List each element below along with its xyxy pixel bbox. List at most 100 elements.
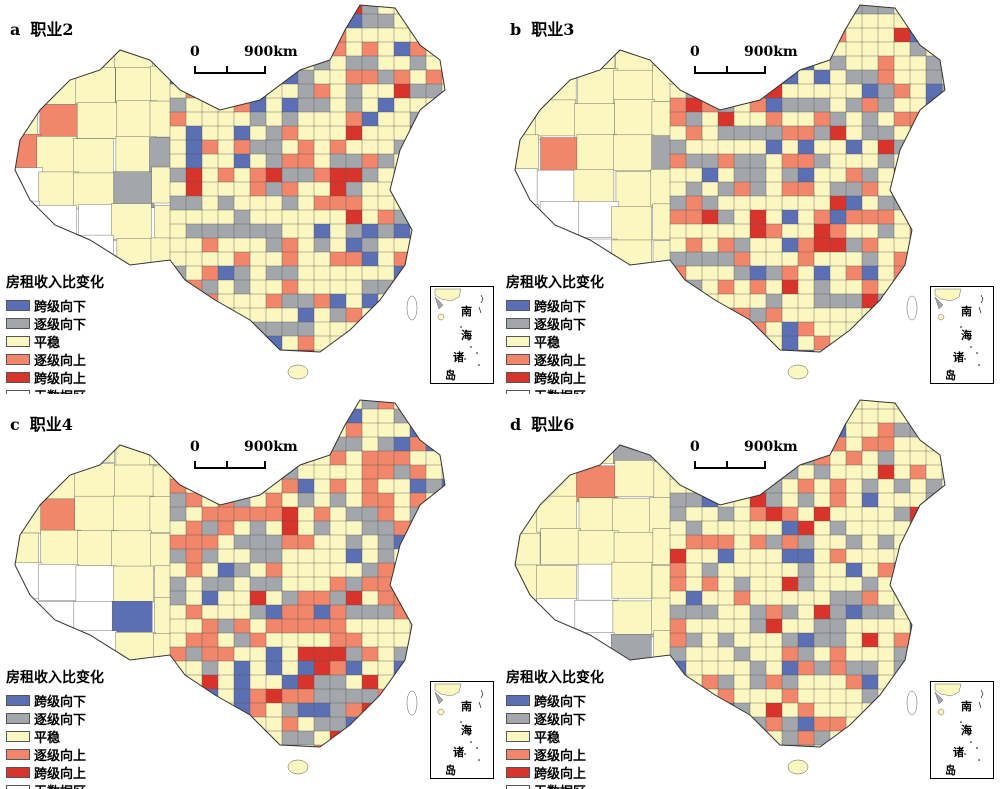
legend-label: 跨级向上 xyxy=(34,371,87,387)
legend-swatch xyxy=(6,299,30,311)
taiwan-island xyxy=(406,690,418,716)
legend-label: 逐级向下 xyxy=(534,712,587,728)
legend-item: 逐级向上 xyxy=(506,745,604,764)
legend-swatch xyxy=(6,353,30,365)
legend-item: 逐级向上 xyxy=(506,350,604,369)
legend-label: 逐级向下 xyxy=(34,317,87,333)
legend-swatch xyxy=(6,712,30,724)
legend-item: 跨级向上 xyxy=(506,368,604,387)
panel-title: b 职业3 xyxy=(510,20,575,39)
legend-swatch xyxy=(506,712,530,724)
choropleth-map xyxy=(514,399,946,775)
legend-item: 无数据区 xyxy=(6,781,104,789)
legend-item: 平稳 xyxy=(6,727,104,746)
scale-bar: 0 900km xyxy=(190,439,310,469)
south-china-sea-inset: 南 海 诸 岛 xyxy=(430,681,494,779)
legend-swatch xyxy=(506,371,530,383)
legend-label: 跨级向下 xyxy=(534,299,587,315)
legend-swatch xyxy=(6,389,30,394)
legend-label: 无数据区 xyxy=(34,386,86,395)
scale-bar: 0 900km xyxy=(190,44,310,74)
legend-title: 房租收入比变化 xyxy=(6,670,104,686)
legend-swatch xyxy=(6,730,30,742)
legend-label: 平稳 xyxy=(534,335,561,351)
legend-label: 逐级向下 xyxy=(534,317,587,333)
legend-label: 逐级向上 xyxy=(534,748,587,764)
legend-label: 无数据区 xyxy=(534,781,586,789)
legend-item: 平稳 xyxy=(6,332,104,351)
scale-bar: 0 900km xyxy=(690,439,810,469)
choropleth-map xyxy=(514,4,946,380)
legend-title: 房租收入比变化 xyxy=(506,670,604,686)
south-china-sea-inset: 南 海 诸 岛 xyxy=(430,286,494,384)
choropleth-map xyxy=(14,4,446,380)
country-outline xyxy=(14,399,446,748)
legend-item: 逐级向下 xyxy=(6,709,104,728)
legend-swatch xyxy=(506,694,530,706)
legend-item: 跨级向上 xyxy=(506,763,604,782)
legend-label: 跨级向上 xyxy=(34,766,87,782)
panel-title: c 职业4 xyxy=(10,415,73,434)
legend-label: 平稳 xyxy=(534,730,561,746)
legend-swatch xyxy=(506,335,530,347)
south-china-sea-inset: 南 海 诸 岛 xyxy=(930,681,994,779)
country-outline xyxy=(514,399,946,748)
legend-item: 跨级向下 xyxy=(6,296,104,315)
legend-item: 逐级向下 xyxy=(506,314,604,333)
legend-swatch xyxy=(6,748,30,760)
legend-label: 跨级向上 xyxy=(534,766,587,782)
legend-item: 逐级向下 xyxy=(6,314,104,333)
country-outline xyxy=(514,4,946,353)
legend-label: 跨级向下 xyxy=(34,694,87,710)
legend-swatch xyxy=(6,694,30,706)
legend: 房租收入比变化 跨级向下逐级向下平稳逐级向上跨级向上无数据区 xyxy=(506,272,604,394)
legend-swatch xyxy=(506,317,530,329)
legend-item: 无数据区 xyxy=(506,781,604,789)
hainan-island xyxy=(287,364,309,380)
legend-item: 跨级向上 xyxy=(6,368,104,387)
legend-swatch xyxy=(506,389,530,394)
hainan-island xyxy=(787,759,809,775)
taiwan-island xyxy=(906,295,918,321)
legend-label: 跨级向上 xyxy=(534,371,587,387)
legend-swatch xyxy=(6,766,30,778)
legend-swatch xyxy=(506,766,530,778)
legend-label: 跨级向下 xyxy=(534,694,587,710)
legend-item: 跨级向下 xyxy=(6,691,104,710)
legend-label: 无数据区 xyxy=(34,781,86,789)
legend-swatch xyxy=(506,299,530,311)
legend-label: 逐级向下 xyxy=(34,712,87,728)
legend-swatch xyxy=(6,335,30,347)
legend-item: 平稳 xyxy=(506,332,604,351)
panel-title: a 职业2 xyxy=(10,20,74,39)
legend-title: 房租收入比变化 xyxy=(506,275,604,291)
hainan-island xyxy=(287,759,309,775)
legend-swatch xyxy=(506,730,530,742)
legend-item: 跨级向下 xyxy=(506,296,604,315)
legend-item: 平稳 xyxy=(506,727,604,746)
hainan-island xyxy=(787,364,809,380)
legend: 房租收入比变化 跨级向下逐级向下平稳逐级向上跨级向上无数据区 xyxy=(506,667,604,789)
legend-item: 逐级向上 xyxy=(6,350,104,369)
legend-swatch xyxy=(6,371,30,383)
legend-swatch xyxy=(506,784,530,789)
legend-item: 逐级向下 xyxy=(506,709,604,728)
legend-label: 无数据区 xyxy=(534,386,586,395)
legend-label: 逐级向上 xyxy=(34,353,87,369)
legend-swatch xyxy=(6,317,30,329)
south-china-sea-inset: 南 海 诸 岛 xyxy=(930,286,994,384)
scale-bar: 0 900km xyxy=(690,44,810,74)
legend: 房租收入比变化 跨级向下逐级向下平稳逐级向上跨级向上无数据区 xyxy=(6,272,104,394)
legend-label: 逐级向上 xyxy=(534,353,587,369)
legend-label: 平稳 xyxy=(34,730,61,746)
taiwan-island xyxy=(906,690,918,716)
legend-title: 房租收入比变化 xyxy=(6,275,104,291)
legend-item: 跨级向下 xyxy=(506,691,604,710)
legend-item: 无数据区 xyxy=(506,386,604,394)
panel-title: d 职业6 xyxy=(510,415,575,434)
country-outline xyxy=(14,4,446,353)
